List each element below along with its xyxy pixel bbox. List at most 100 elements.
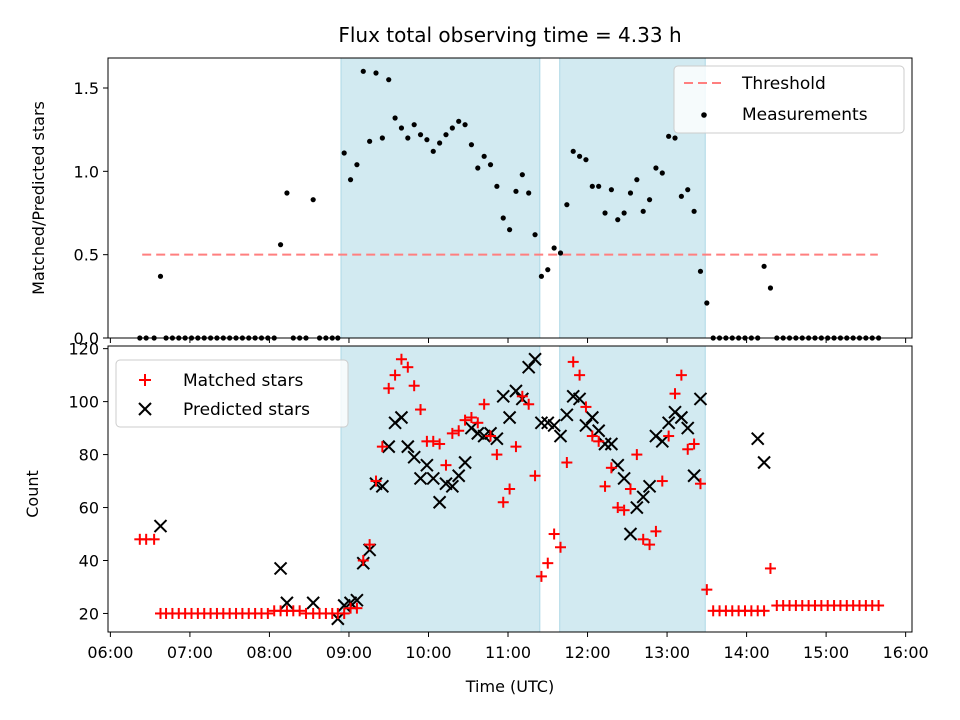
matched-star-point (453, 425, 465, 437)
matched-star-point (510, 441, 522, 453)
matched-stars-points (134, 353, 885, 619)
predicted-star-point (693, 392, 708, 406)
predicted-star-point (521, 360, 536, 374)
predicted-star-point (585, 410, 600, 425)
matched-star-point (294, 605, 306, 617)
predicted-star-point (636, 490, 650, 504)
measurement-point (767, 285, 774, 291)
matched-star-point (148, 533, 160, 545)
matched-star-point (663, 430, 675, 442)
measurement-point (157, 273, 164, 279)
matched-star-point (554, 541, 566, 553)
legend-measurements-swatch (701, 112, 707, 118)
matched-star-point (694, 478, 706, 490)
x-tick-label: 06:00 (87, 643, 133, 662)
y-tick-label: 1.0 (74, 162, 99, 181)
matched-star-point (542, 557, 554, 569)
y-tick-label: 100 (68, 393, 99, 412)
top-legend: Threshold Measurements (673, 65, 905, 134)
matched-star-point (548, 528, 560, 540)
matched-star-point (395, 353, 407, 365)
bottom-legend: Matched stars Predicted stars (115, 359, 349, 428)
top-y-ticks: 0.0 0.5 1.0 1.5 (74, 79, 108, 348)
matched-star-point (459, 414, 471, 426)
measurement-point (443, 132, 449, 138)
predicted-star-point (426, 471, 440, 486)
measurement-point (347, 177, 354, 183)
legend-matched-label: Matched stars (183, 371, 303, 391)
measurement-point (494, 183, 500, 189)
legend-matched-swatch (139, 374, 151, 386)
measurement-point (640, 208, 646, 214)
x-tick-label: 11:00 (485, 643, 531, 662)
measurement-point (284, 190, 290, 196)
predicted-star-point (413, 471, 428, 486)
matched-star-point (434, 438, 446, 450)
top-legend-box (673, 65, 905, 134)
measurement-point (545, 267, 551, 273)
measurement-point (487, 162, 494, 168)
x-tick-label: 08:00 (246, 643, 292, 662)
measurement-point (653, 165, 659, 171)
y-tick-label: 0.0 (74, 329, 99, 348)
matched-star-point (504, 483, 516, 495)
predicted-star-point (509, 384, 523, 398)
measurement-point (417, 132, 424, 138)
measurement-point (685, 187, 691, 193)
matched-star-point (618, 504, 630, 516)
matched-star-point (586, 430, 598, 442)
measurement-point (373, 70, 379, 76)
bottom-y-axis-label: Count (23, 470, 42, 518)
predicted-star-point (572, 392, 587, 406)
matched-star-point (364, 539, 376, 551)
matched-star-point (637, 533, 649, 545)
matched-star-point (682, 443, 694, 455)
matched-star-point (631, 449, 643, 461)
predicted-star-point (687, 469, 701, 483)
matched-star-point (440, 459, 452, 471)
x-tick-label: 16:00 (883, 643, 929, 662)
measurement-point (532, 232, 538, 238)
matched-star-point (758, 605, 770, 617)
measurement-point (367, 138, 373, 144)
measurement-point (475, 165, 481, 171)
measurement-point (704, 300, 710, 306)
measurement-point (468, 142, 475, 148)
predicted-star-point (674, 410, 689, 425)
predicted-star-point (655, 434, 669, 449)
measurement-point (449, 125, 455, 131)
measurement-point (277, 242, 284, 248)
legend-measurements-label: Measurements (742, 105, 868, 125)
measurement-point (437, 140, 443, 146)
measurement-point (398, 125, 405, 131)
measurement-point (621, 210, 627, 216)
measurement-point (646, 197, 653, 203)
matched-star-point (567, 356, 579, 368)
chart-title: Flux total observing time = 4.33 h (338, 23, 681, 47)
measurement-point (602, 210, 608, 216)
measurement-point (411, 122, 417, 128)
measurement-point (589, 183, 595, 189)
predicted-star-point (528, 352, 542, 366)
measurement-point (360, 68, 366, 74)
matched-star-point (599, 480, 611, 492)
measurement-point (462, 122, 468, 128)
measurement-point (392, 115, 398, 121)
matched-star-point (612, 502, 624, 514)
bottom-legend-box (115, 359, 349, 428)
measurement-point (481, 153, 487, 159)
measurement-point (341, 150, 347, 156)
bottom-shaded-intervals (340, 345, 706, 633)
measurement-point (386, 77, 392, 83)
measurement-point (500, 215, 506, 221)
predicted-star-point (681, 421, 695, 435)
matched-star-point (523, 398, 535, 410)
y-tick-label: 60 (79, 499, 99, 518)
matched-star-point (624, 483, 636, 495)
matched-star-point (491, 449, 503, 461)
predicted-star-point (598, 437, 612, 451)
measurement-point (507, 227, 513, 233)
matched-star-point (529, 470, 541, 482)
measurement-point (576, 153, 583, 159)
